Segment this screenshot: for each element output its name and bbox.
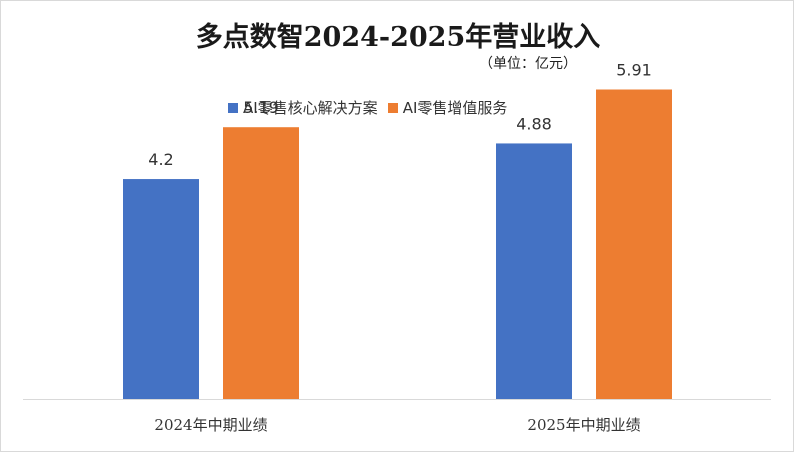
bar-value-added-0 — [223, 127, 299, 400]
bar-core-0 — [123, 179, 199, 399]
legend: AI零售核心解决方案 AI零售增值服务 — [228, 97, 517, 118]
legend-swatch-value-added — [387, 102, 398, 113]
bar-value-added-1 — [596, 89, 672, 400]
data-label-value-added-0: 5.19 — [243, 98, 279, 117]
chart-title: 多点数智2024-2025年营业收入 — [195, 22, 601, 53]
data-label-core-0: 4.2 — [148, 150, 173, 169]
data-label-value-added-1: 5.91 — [616, 61, 652, 80]
legend-label-value-added: AI零售增值服务 — [402, 99, 508, 117]
x-tick-label-0: 2024年中期业绩 — [154, 416, 267, 434]
bar-core-1 — [496, 143, 572, 399]
legend-label-core: AI零售核心解决方案 — [243, 99, 378, 117]
data-label-core-1: 4.88 — [516, 114, 552, 133]
legend-item-core: AI零售核心解决方案 — [228, 97, 378, 118]
x-tick-label-1: 2025年中期业绩 — [527, 416, 640, 434]
legend-swatch-core — [228, 102, 238, 113]
chart-subtitle: （单位：亿元） — [479, 56, 577, 72]
legend-item-value-added: AI零售增值服务 — [387, 97, 508, 118]
